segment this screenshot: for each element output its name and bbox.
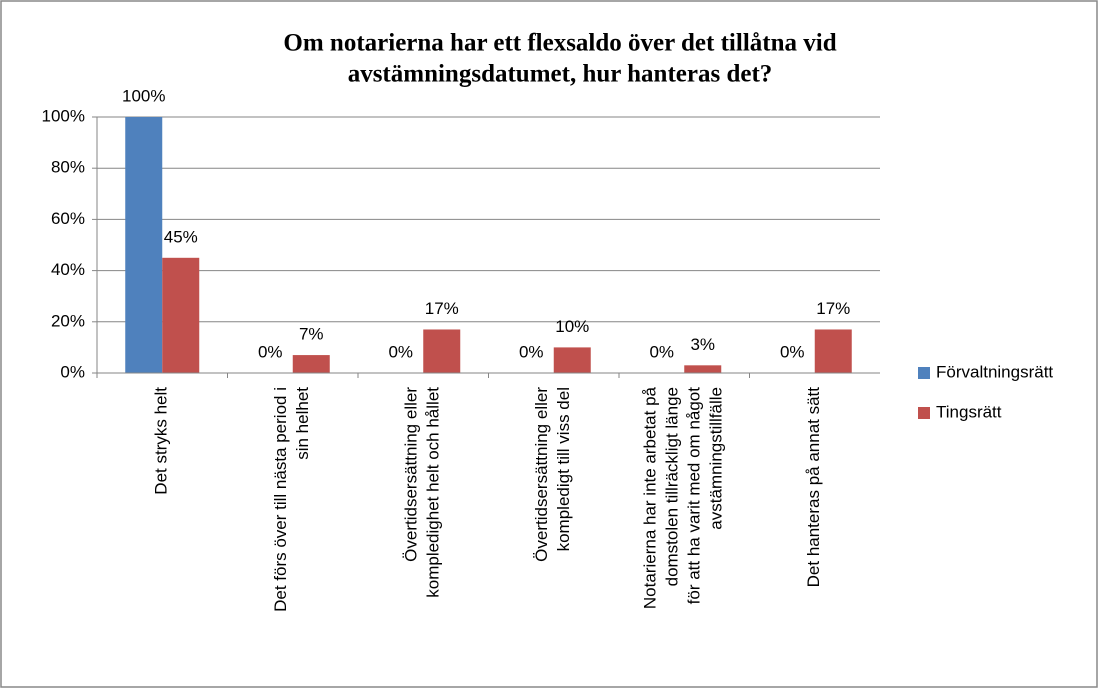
- bar: [684, 365, 722, 373]
- x-tick-label: Det hanteras på annat sätt: [804, 387, 823, 588]
- x-tick-label: kompledighet helt och hållet: [424, 387, 443, 598]
- bar: [162, 257, 200, 373]
- x-tick-label: avstämningstillfälle: [707, 387, 726, 530]
- data-label: 0%: [519, 342, 544, 361]
- y-tick-label: 100%: [42, 106, 85, 125]
- legend-label: Tingsrätt: [936, 402, 1002, 421]
- data-label: 100%: [122, 86, 165, 105]
- x-tick-label: kompledigt till viss del: [554, 387, 573, 551]
- x-tick-label: Övertidsersättning eller: [402, 387, 421, 562]
- bar: [125, 117, 163, 373]
- legend-marker: [918, 407, 930, 419]
- x-tick-label: Notarierna har inte arbetat på: [641, 386, 660, 609]
- data-label: 0%: [780, 342, 805, 361]
- bar: [423, 329, 461, 373]
- y-tick-label: 60%: [51, 209, 85, 228]
- data-label: 10%: [555, 317, 589, 336]
- data-label: 0%: [388, 342, 413, 361]
- data-label: 3%: [690, 335, 715, 354]
- data-label: 0%: [258, 342, 283, 361]
- data-label: 45%: [164, 227, 198, 246]
- bar: [553, 347, 591, 373]
- x-tick-label: Det stryks helt: [152, 387, 171, 495]
- x-tick-label: sin helhet: [293, 387, 312, 460]
- legend-label: Förvaltningsrätt: [936, 362, 1053, 381]
- y-tick-label: 40%: [51, 260, 85, 279]
- x-tick-label: för att ha varit med om något: [685, 387, 704, 605]
- data-label: 17%: [425, 299, 459, 318]
- data-label: 0%: [649, 342, 674, 361]
- y-tick-label: 0%: [60, 362, 85, 381]
- x-tick-label: Övertidsersättning eller: [532, 387, 551, 562]
- data-label: 17%: [816, 299, 850, 318]
- data-label: 7%: [299, 325, 324, 344]
- bar: [814, 329, 852, 373]
- y-tick-label: 20%: [51, 311, 85, 330]
- chart-title: Om notarierna har ett flexsaldo över det…: [283, 30, 836, 57]
- x-tick-label: Det förs över till nästa period i: [271, 387, 290, 612]
- legend-marker: [918, 367, 930, 379]
- y-tick-label: 80%: [51, 158, 85, 177]
- bar: [292, 355, 330, 373]
- chart-title: avstämningsdatumet, hur hanteras det?: [348, 61, 773, 88]
- x-tick-label: domstolen tillräckligt länge: [663, 387, 682, 586]
